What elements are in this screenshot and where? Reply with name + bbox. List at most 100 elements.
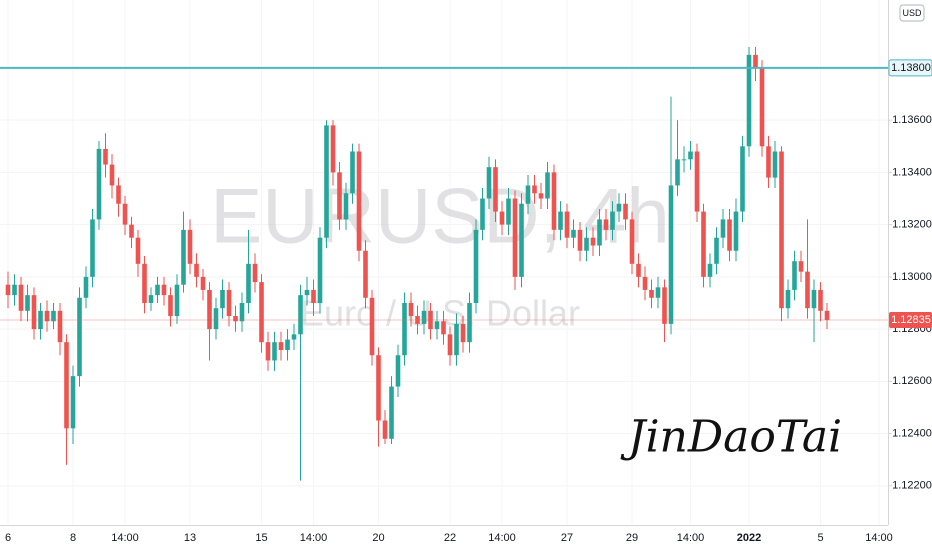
watermark: EURUSD, 4h: [210, 172, 669, 260]
candle-body: [538, 193, 544, 199]
currency-label: USD: [902, 8, 922, 18]
candle-body: [642, 276, 648, 290]
candle-body: [480, 198, 485, 230]
candle-body: [772, 151, 778, 178]
candle-body: [779, 151, 784, 309]
x-tick-label: 6: [5, 532, 11, 544]
candle-body: [70, 376, 76, 429]
candle-body: [584, 237, 589, 251]
candle-body: [408, 302, 414, 317]
candle-body: [155, 284, 160, 296]
candle-body: [285, 339, 290, 350]
y-tick-label: 1.12400: [892, 427, 932, 439]
candle-body: [792, 261, 797, 290]
candle-body: [434, 321, 440, 330]
x-tick-label: 27: [561, 532, 573, 544]
y-tick-label: 1.13000: [892, 271, 932, 283]
candle-body: [590, 237, 596, 246]
currency-badge[interactable]: [899, 4, 925, 22]
signature: JinDaoTai: [620, 412, 842, 463]
candle-body: [103, 148, 108, 165]
candle-body: [701, 211, 706, 277]
y-tick-label: 1.12600: [892, 375, 932, 387]
candle-body: [740, 146, 745, 212]
candle-body: [733, 211, 739, 251]
candle-body: [265, 342, 271, 361]
x-tick-label: 8: [70, 532, 76, 544]
candle-body: [38, 310, 43, 330]
candle-body: [577, 229, 583, 251]
candle-body: [688, 151, 693, 160]
x-tick-label: 29: [626, 532, 638, 544]
candle-body: [486, 167, 492, 199]
candle-body: [122, 203, 128, 225]
candle-body: [57, 310, 63, 343]
candle-body: [291, 334, 297, 340]
x-tick-label: 14:00: [865, 532, 893, 544]
candle-body: [174, 284, 180, 317]
x-tick-label: 13: [184, 532, 196, 544]
candle-body: [766, 146, 771, 178]
candle-body: [213, 308, 219, 330]
candle-body: [675, 159, 680, 186]
candle-body: [824, 310, 830, 320]
candle-body: [226, 289, 232, 317]
last-price-badge: [889, 311, 932, 328]
candle-body: [304, 289, 310, 296]
candle-body: [798, 261, 804, 272]
candle-body: [610, 211, 615, 230]
x-tick-label: 20: [372, 532, 384, 544]
candle-body: [363, 250, 368, 298]
candle-body: [818, 289, 823, 311]
candle-body: [246, 263, 251, 303]
candle-body: [96, 148, 102, 220]
candle-body: [356, 151, 362, 251]
candle-body: [759, 67, 765, 147]
candle-body: [64, 342, 69, 429]
x-tick-label: 15: [255, 532, 267, 544]
candle-body: [272, 342, 277, 361]
candle-body: [785, 289, 791, 309]
candle-body: [499, 211, 505, 225]
candle-body: [649, 289, 654, 298]
candle-body: [525, 185, 531, 204]
candle-body: [116, 185, 121, 204]
candle-body: [148, 295, 154, 303]
candle-body: [694, 151, 700, 212]
candle-body: [655, 287, 661, 298]
candle-body: [168, 295, 173, 317]
candle-body: [473, 229, 479, 303]
candle-body: [324, 125, 329, 238]
hline-label: 1.13800: [891, 62, 931, 74]
candle-body: [18, 284, 24, 311]
candle-body: [298, 295, 303, 335]
candle-body: [278, 342, 284, 350]
candle-body: [519, 203, 524, 277]
x-tick-label: 22: [444, 532, 456, 544]
candle-body: [597, 219, 602, 246]
y-tick-label: 1.13400: [892, 166, 932, 178]
candle-body: [44, 310, 50, 322]
last-price-label: 1.12835: [891, 314, 931, 326]
candle-body: [727, 219, 732, 251]
candle-body: [200, 276, 206, 290]
candle-body: [343, 193, 349, 220]
candle-body: [12, 284, 17, 296]
candle-body: [447, 334, 453, 356]
candle-body: [220, 289, 225, 309]
candle-body: [805, 271, 810, 309]
candle-body: [681, 159, 687, 161]
candle-body: [317, 237, 323, 303]
candle-body: [551, 172, 557, 230]
candle-body: [135, 237, 141, 264]
candle-body: [129, 224, 134, 238]
candle-body: [187, 229, 193, 264]
candle-body: [77, 297, 82, 377]
candle-body: [142, 263, 147, 303]
candle-body: [5, 284, 11, 296]
candle-body: [707, 263, 713, 277]
candle-body: [564, 211, 570, 238]
candle-body: [259, 282, 264, 343]
